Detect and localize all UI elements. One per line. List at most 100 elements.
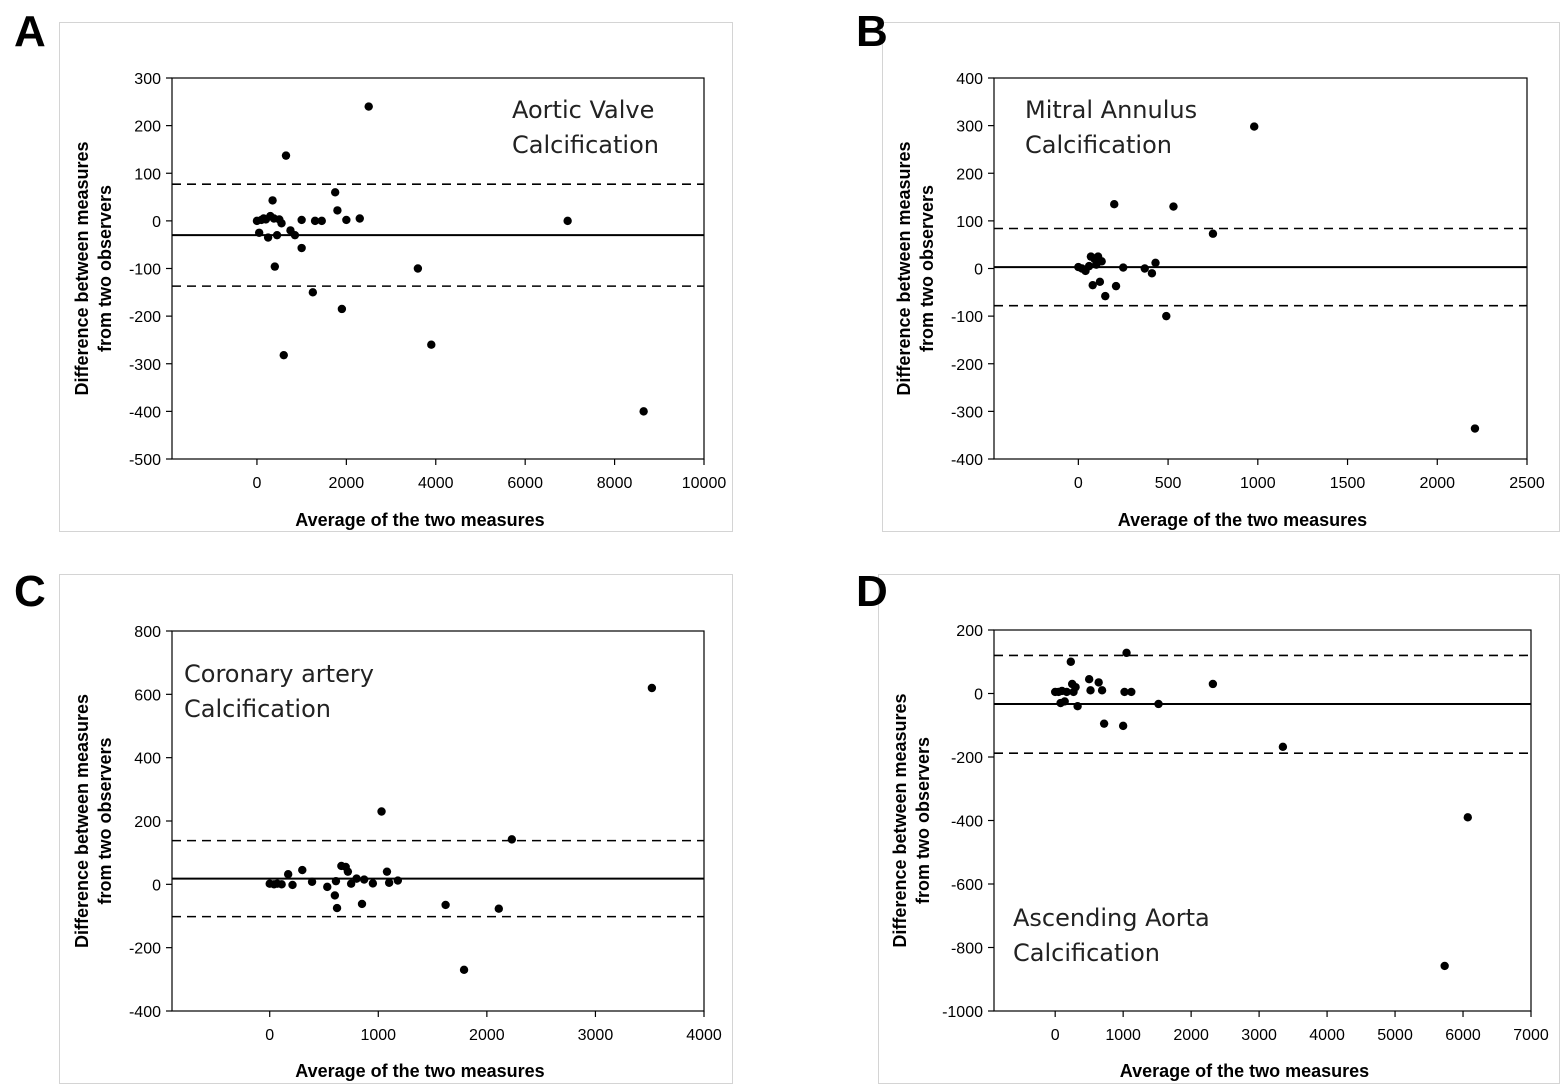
data-point-a-9 xyxy=(271,262,279,270)
y-tick-label-d-3: -400 xyxy=(951,814,983,831)
data-point-b-14 xyxy=(1119,263,1127,271)
x-tick-label-b-4: 2000 xyxy=(1419,475,1455,492)
data-point-c-20 xyxy=(377,807,385,815)
data-point-b-3 xyxy=(1085,262,1093,270)
plot-area-c xyxy=(172,631,704,1011)
y-tick-label-c-0: 800 xyxy=(134,624,161,641)
panel-d: D2000-200-400-600-800-10000 1000 2000 3000 4… xyxy=(856,567,1549,1081)
data-point-c-6 xyxy=(298,866,306,874)
y-tick-label-a-2: 100 xyxy=(134,166,161,183)
y-tick-label-b-7: -300 xyxy=(951,404,983,421)
data-point-a-7 xyxy=(268,196,276,204)
data-point-a-31 xyxy=(639,407,647,415)
x-tick-label-d-1: 1000 xyxy=(1105,1027,1141,1044)
y-tick-label-b-4: 0 xyxy=(974,262,983,279)
y-tick-label-b-3: 100 xyxy=(956,214,983,231)
data-point-c-18 xyxy=(360,875,368,883)
y-tick-label-a-1: 200 xyxy=(134,119,161,136)
plot-title-b: Mitral Annulus Calcification xyxy=(1025,96,1197,159)
y-tick-label-b-2: 200 xyxy=(956,166,983,183)
data-point-a-30 xyxy=(563,217,571,225)
data-point-b-18 xyxy=(1162,312,1170,320)
data-point-a-10 xyxy=(273,231,281,239)
x-tick-label-d-3: 3000 xyxy=(1241,1027,1277,1044)
data-point-d-16 xyxy=(1119,722,1127,730)
data-point-a-13 xyxy=(280,351,288,359)
y-tick-label-a-3: 0 xyxy=(152,214,161,231)
data-point-b-22 xyxy=(1471,424,1479,432)
panel-letter-c: C xyxy=(14,567,46,616)
y-tick-label-a-6: -300 xyxy=(129,357,161,374)
data-point-c-16 xyxy=(352,874,360,882)
y-axis-label-b-line-1: from two observers xyxy=(917,185,937,352)
x-tick-label-b-1: 500 xyxy=(1155,475,1182,492)
data-point-a-18 xyxy=(297,244,305,252)
data-point-b-15 xyxy=(1141,264,1149,272)
y-tick-label-c-1: 600 xyxy=(134,687,161,704)
data-point-c-22 xyxy=(385,879,393,887)
plot-title-line-a-0: Aortic Valve xyxy=(512,96,654,124)
panel-letter-b: B xyxy=(856,7,888,56)
data-point-a-14 xyxy=(282,151,290,159)
y-tick-label-d-0: 200 xyxy=(956,623,983,640)
data-point-b-13 xyxy=(1112,282,1120,290)
data-point-b-16 xyxy=(1148,269,1156,277)
data-point-b-17 xyxy=(1151,259,1159,267)
data-point-d-18 xyxy=(1122,649,1130,657)
data-point-a-5 xyxy=(264,233,272,241)
data-point-c-23 xyxy=(394,876,402,884)
x-tick-label-a-4: 8000 xyxy=(597,475,633,492)
data-point-c-21 xyxy=(383,867,391,875)
data-point-b-12 xyxy=(1110,200,1118,208)
y-axis-label-c-line-1: from two observers xyxy=(95,737,115,904)
y-tick-label-a-0: 300 xyxy=(134,71,161,88)
data-point-c-24 xyxy=(441,901,449,909)
data-point-d-6 xyxy=(1067,658,1075,666)
y-tick-label-b-1: 300 xyxy=(956,119,983,136)
data-point-c-5 xyxy=(288,881,296,889)
data-point-a-21 xyxy=(318,217,326,225)
x-tick-label-c-3: 3000 xyxy=(578,1027,614,1044)
x-tick-label-a-5: 10000 xyxy=(682,475,727,492)
data-point-a-24 xyxy=(338,305,346,313)
data-point-d-19 xyxy=(1127,688,1135,696)
x-tick-label-c-2: 2000 xyxy=(469,1027,505,1044)
data-point-a-25 xyxy=(342,216,350,224)
y-axis-label-b-line-0: Difference between measures xyxy=(894,141,914,395)
data-point-d-14 xyxy=(1098,686,1106,694)
data-point-a-29 xyxy=(427,341,435,349)
y-tick-label-c-2: 400 xyxy=(134,751,161,768)
x-tick-label-b-0: 0 xyxy=(1074,475,1083,492)
data-point-b-21 xyxy=(1250,122,1258,130)
x-tick-label-b-3: 1500 xyxy=(1330,475,1366,492)
y-axis-label-d-line-1: from two observers xyxy=(913,737,933,904)
y-tick-label-a-5: -200 xyxy=(129,309,161,326)
data-point-b-11 xyxy=(1101,292,1109,300)
plot-title-line-b-1: Calcification xyxy=(1025,131,1172,159)
data-point-c-11 xyxy=(333,904,341,912)
x-axis-label-c: Average of the two measures xyxy=(295,1061,544,1081)
plot-title-line-c-0: Coronary artery xyxy=(184,660,374,688)
data-point-a-23 xyxy=(333,206,341,214)
data-point-c-26 xyxy=(495,905,503,913)
data-point-c-4 xyxy=(284,870,292,878)
y-tick-label-b-6: -200 xyxy=(951,357,983,374)
x-tick-label-c-4: 4000 xyxy=(686,1027,722,1044)
data-point-d-24 xyxy=(1464,813,1472,821)
data-point-d-20 xyxy=(1154,700,1162,708)
data-point-c-17 xyxy=(358,900,366,908)
plot-title-line-d-1: Calcification xyxy=(1013,939,1160,967)
data-point-d-22 xyxy=(1279,743,1287,751)
panel-a: A3002001000-100-200-300-400-5000 2000 4000… xyxy=(14,7,726,530)
x-tick-label-a-2: 4000 xyxy=(418,475,454,492)
y-tick-label-a-8: -500 xyxy=(129,452,161,469)
plot-title-c: Coronary artery Calcification xyxy=(184,660,374,723)
data-point-a-16 xyxy=(291,231,299,239)
data-point-b-5 xyxy=(1089,281,1097,289)
data-point-d-12 xyxy=(1086,686,1094,694)
x-tick-label-d-7: 7000 xyxy=(1513,1027,1549,1044)
data-point-d-21 xyxy=(1209,680,1217,688)
data-point-d-13 xyxy=(1094,678,1102,686)
x-tick-label-d-5: 5000 xyxy=(1377,1027,1413,1044)
